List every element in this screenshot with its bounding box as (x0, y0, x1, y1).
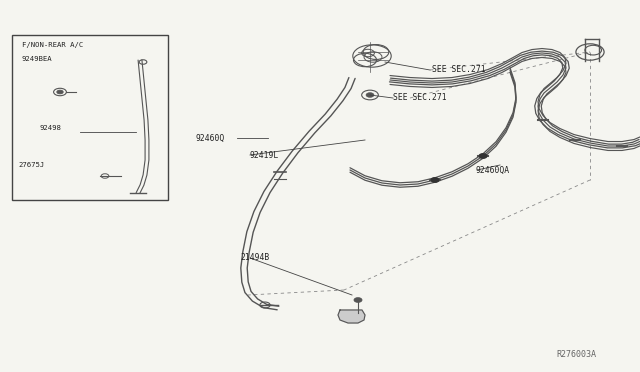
Polygon shape (338, 310, 365, 323)
Circle shape (479, 154, 487, 158)
Text: 27675J: 27675J (18, 162, 44, 168)
Text: 9249BEA: 9249BEA (22, 56, 52, 62)
Text: SEE SEC.271: SEE SEC.271 (393, 93, 447, 103)
Circle shape (431, 178, 439, 182)
Circle shape (354, 298, 362, 302)
Text: 92419L: 92419L (250, 151, 279, 160)
Text: 92460QA: 92460QA (475, 166, 509, 174)
Text: SEE SEC.271: SEE SEC.271 (432, 65, 486, 74)
Circle shape (57, 90, 63, 94)
Text: R276003A: R276003A (557, 350, 596, 359)
Bar (12, 35, 168, 200)
Circle shape (366, 93, 374, 97)
Text: F/NON-REAR A/C: F/NON-REAR A/C (22, 42, 83, 48)
Text: 92460Q: 92460Q (195, 134, 224, 142)
Text: 92498: 92498 (40, 125, 62, 131)
Text: 21494B: 21494B (240, 253, 269, 263)
